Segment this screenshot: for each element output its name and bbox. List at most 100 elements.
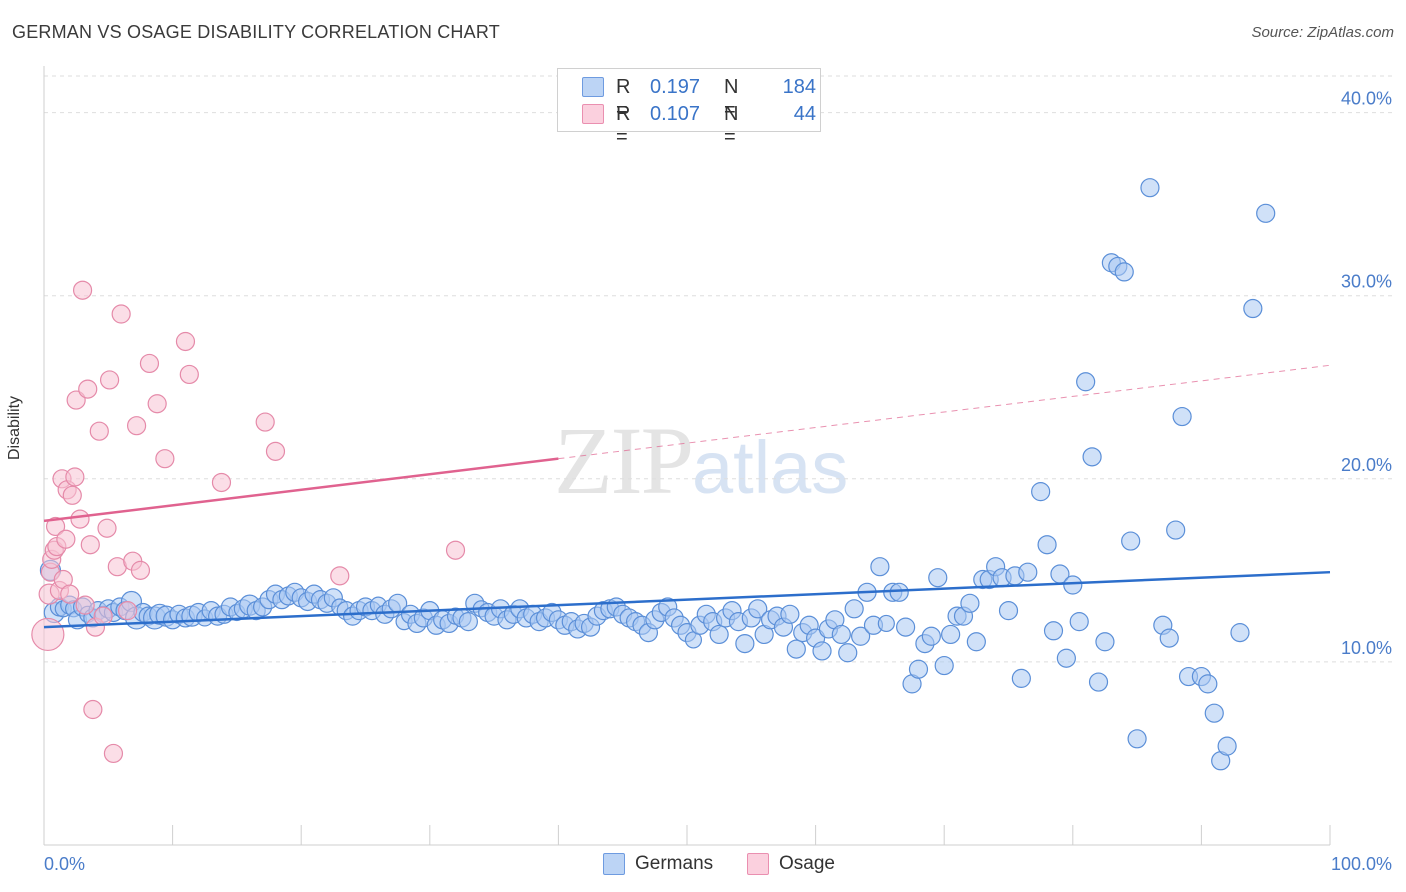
bottom-legend-label-germans: Germans xyxy=(635,853,714,874)
osage-point xyxy=(111,304,131,324)
german-point xyxy=(851,626,871,646)
german-point xyxy=(921,626,941,646)
german-point xyxy=(812,641,832,661)
german-point xyxy=(1011,668,1031,688)
osage-point xyxy=(330,566,350,586)
bottom-legend-label-osage: Osage xyxy=(779,853,835,874)
osage-trend-line xyxy=(43,457,559,523)
osage-point xyxy=(97,518,117,538)
watermark: ZIPatlas xyxy=(554,405,848,516)
x-tick-label-min: 0.0% xyxy=(44,854,85,874)
osage-point xyxy=(75,595,95,615)
german-point xyxy=(844,599,864,619)
german-point xyxy=(1204,703,1224,723)
osage-point xyxy=(126,416,147,436)
german-point xyxy=(458,612,478,632)
osage-point xyxy=(155,449,175,469)
osage-point xyxy=(80,535,100,555)
osage-point xyxy=(147,394,167,414)
german-point xyxy=(831,624,851,645)
osage-point xyxy=(72,280,93,300)
german-point xyxy=(1121,531,1141,551)
osage-point xyxy=(99,370,120,390)
osage-point xyxy=(175,331,196,352)
osage-point xyxy=(445,540,466,560)
legend-r-label: R = xyxy=(616,103,631,148)
german-point xyxy=(966,632,986,652)
german-point xyxy=(1037,535,1057,555)
legend-r-value: 0.197 xyxy=(650,76,701,98)
german-point xyxy=(934,655,954,676)
german-point xyxy=(1018,562,1038,582)
legend-r-value: 0.107 xyxy=(650,103,701,125)
german-point xyxy=(960,593,980,613)
watermark-atlas: atlas xyxy=(692,426,849,509)
legend-n-value: 44 xyxy=(793,103,816,125)
osage-point xyxy=(56,529,76,549)
osage-point xyxy=(60,584,80,604)
german-point xyxy=(1230,623,1250,643)
german-point xyxy=(877,614,895,633)
german-point xyxy=(896,617,916,637)
osage-point xyxy=(70,509,90,529)
german-point xyxy=(1140,178,1160,198)
german-point xyxy=(941,624,961,645)
osage-point xyxy=(93,606,113,626)
y-tick-label: 10.0% xyxy=(1341,638,1392,658)
osage-point xyxy=(45,516,66,537)
german-point xyxy=(1256,203,1276,223)
legend-n-label: N = xyxy=(724,103,739,148)
osage-point xyxy=(65,467,85,487)
german-point xyxy=(889,582,909,602)
german-point xyxy=(1114,262,1134,282)
german-point xyxy=(1069,612,1089,632)
german-point xyxy=(1172,406,1192,427)
german-point xyxy=(1159,628,1179,648)
bottom-legend-swatch-osage xyxy=(747,853,769,875)
osage-point xyxy=(117,601,138,621)
german-point xyxy=(709,624,729,645)
osage-point xyxy=(139,353,160,374)
german-point xyxy=(1243,298,1263,319)
german-point xyxy=(780,604,800,624)
x-tick-label-max: 100.0% xyxy=(1331,854,1392,874)
german-point xyxy=(1076,372,1096,392)
german-point xyxy=(998,601,1019,621)
german-point xyxy=(870,557,890,577)
osage-point xyxy=(78,379,98,399)
german-point xyxy=(735,633,755,654)
osage-point xyxy=(62,485,82,505)
german-point xyxy=(1095,632,1115,652)
legend-n-label: N = xyxy=(724,76,739,121)
german-point xyxy=(1166,520,1186,540)
correlation-legend: R = 0.197 N = 184 R = 0.107 N = 44 xyxy=(557,68,821,148)
source-credit: Source: ZipAtlas.com xyxy=(1251,24,1394,41)
german-point xyxy=(786,639,806,659)
german-point xyxy=(1198,674,1218,694)
osage-point xyxy=(31,617,65,652)
legend-n-value: 184 xyxy=(782,76,816,98)
german-point xyxy=(1088,672,1109,692)
legend-r-label: R = xyxy=(616,76,631,121)
osage-point xyxy=(130,560,151,580)
german-point xyxy=(1031,482,1051,502)
y-tick-label: 30.0% xyxy=(1341,272,1392,292)
german-point xyxy=(1056,648,1076,668)
legend-swatch-germans xyxy=(582,77,604,97)
y-tick-label: 20.0% xyxy=(1341,455,1392,475)
osage-point xyxy=(179,364,199,385)
chart-title: GERMAN VS OSAGE DISABILITY CORRELATION C… xyxy=(12,22,500,42)
legend-swatch-osage xyxy=(582,104,604,124)
german-point xyxy=(928,568,948,588)
germans-trend-line xyxy=(43,570,1331,629)
y-tick-label: 40.0% xyxy=(1341,89,1392,109)
german-point xyxy=(1082,447,1102,467)
german-point xyxy=(1043,621,1064,641)
osage-point xyxy=(83,699,103,720)
german-point xyxy=(1217,736,1237,756)
osage-point xyxy=(211,472,232,493)
osage-point xyxy=(265,441,286,461)
watermark-zip: ZIP xyxy=(554,407,694,514)
osage-point xyxy=(255,412,275,432)
